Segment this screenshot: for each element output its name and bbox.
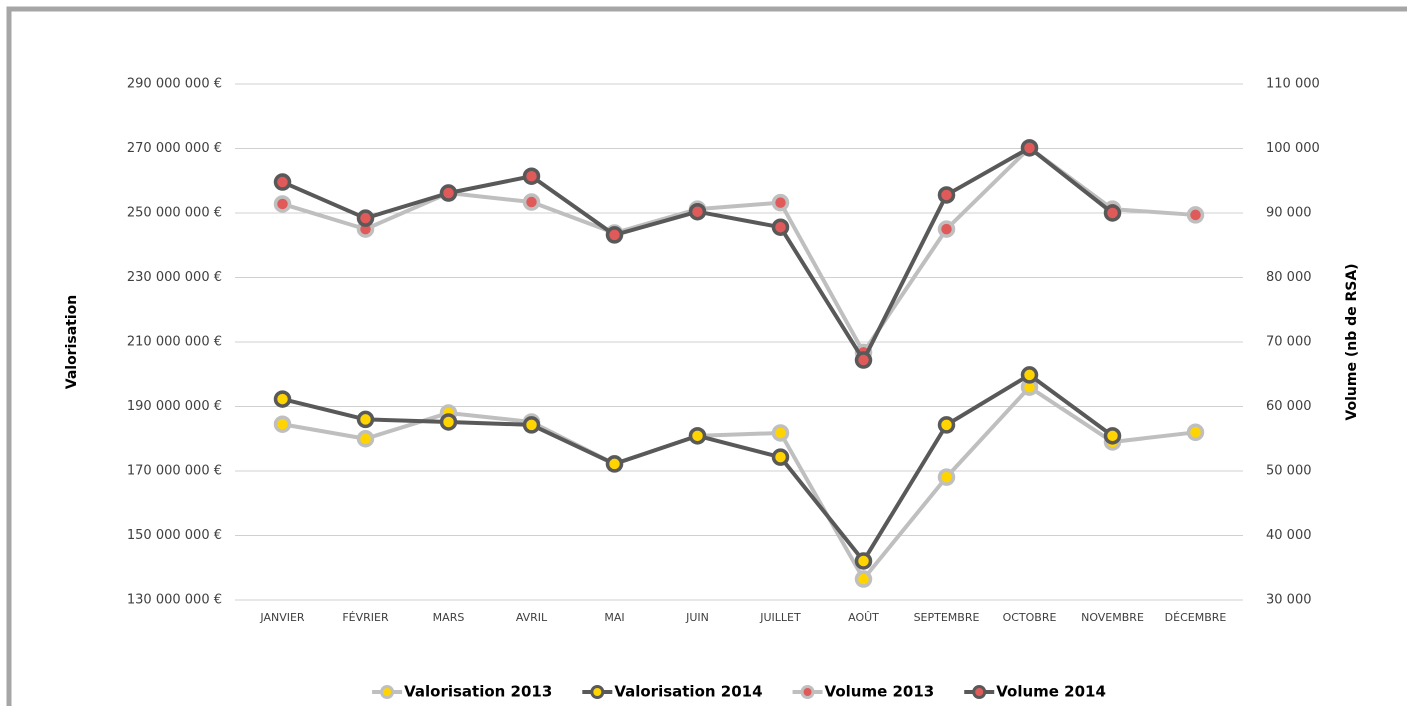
point-marker [854, 552, 873, 570]
y2-tick-label: 100 000 [1266, 141, 1320, 156]
frame [6, 6, 1407, 706]
point-marker [1186, 206, 1205, 224]
y2-tick-label: 90 000 [1266, 206, 1312, 221]
point-marker [273, 173, 292, 191]
point-marker [771, 448, 790, 466]
x-tick-label: AOÛT [848, 611, 879, 624]
point-marker [356, 410, 375, 429]
point-marker [937, 220, 956, 238]
point-marker [273, 415, 292, 433]
point-marker [937, 468, 956, 486]
point-marker [605, 455, 624, 473]
x-tick-label: MAI [604, 611, 624, 624]
point-marker [771, 424, 790, 442]
y2-tick-label: 60 000 [1266, 399, 1312, 414]
point-marker [1020, 139, 1039, 157]
series-line [281, 145, 1114, 363]
point-marker [356, 430, 375, 448]
point-marker [273, 390, 292, 408]
legend-label: Volume 2014 [996, 683, 1106, 701]
x-tick-label: JUIN [685, 611, 709, 624]
x-tick-label: DÉCEMBRE [1165, 611, 1227, 624]
point-marker [854, 570, 873, 588]
x-tick-label: OCTOBRE [1003, 611, 1057, 624]
x-tick-label: MARS [433, 611, 465, 624]
x-tick-label: FÉVRIER [342, 611, 389, 624]
point-marker [522, 416, 541, 434]
y2-tick-label: 50 000 [1266, 464, 1312, 479]
point-marker [439, 413, 458, 431]
y2-tick-label: 80 000 [1266, 270, 1312, 285]
point-marker [937, 416, 956, 434]
x-tick-label: NOVEMBRE [1081, 611, 1144, 624]
point-marker [688, 202, 707, 221]
series-line [282, 385, 1196, 582]
legend-label: Valorisation 2014 [614, 683, 762, 701]
point-marker [273, 195, 292, 213]
point-marker [771, 218, 790, 236]
point-marker [937, 186, 956, 204]
y-tick-label: 230 000 000 € [127, 270, 222, 285]
point-marker [522, 167, 541, 185]
point-marker [439, 184, 458, 202]
point-marker [854, 351, 873, 369]
y-tick-label: 190 000 000 € [127, 399, 222, 414]
legend-marker [380, 685, 395, 699]
y-tick-label: 250 000 000 € [127, 206, 222, 221]
plot-area [273, 139, 1205, 588]
legend-label: Volume 2013 [825, 683, 935, 701]
point-marker [522, 193, 541, 211]
y-tick-label: 290 000 000 € [127, 77, 222, 92]
y-tick-label: 270 000 000 € [127, 141, 222, 156]
series-line [282, 372, 1114, 563]
y-tick-label: 150 000 000 € [127, 528, 222, 543]
x-tick-label: AVRIL [516, 611, 548, 624]
point-marker [1103, 204, 1122, 222]
y-tick-label: 210 000 000 € [127, 335, 222, 350]
legend-marker [800, 685, 815, 699]
legend-marker [972, 685, 987, 699]
y-tick-label: 130 000 000 € [127, 593, 222, 608]
y2-axis-title: Volume (nb de RSA) [1344, 263, 1360, 420]
series-line [281, 145, 1196, 355]
legend: Valorisation 2013 Valorisation 2014 Volume… [372, 683, 1106, 701]
point-marker [1186, 423, 1205, 442]
point-marker [605, 226, 624, 244]
point-marker [688, 427, 707, 445]
x-tick-label: JANVIER [259, 611, 305, 624]
x-tick-label: JUILLET [759, 611, 801, 624]
y-tick-label: 170 000 000 € [127, 464, 222, 479]
point-marker [771, 193, 790, 212]
legend-label: Valorisation 2013 [404, 683, 552, 701]
y-axis-title: Valorisation [64, 295, 80, 390]
point-marker [1020, 366, 1039, 384]
y2-tick-label: 110 000 [1266, 77, 1320, 92]
x-tick-label: SEPTEMBRE [914, 611, 980, 624]
point-marker [356, 209, 375, 227]
y2-tick-label: 70 000 [1266, 335, 1312, 350]
point-marker [1103, 427, 1122, 445]
y2-tick-label: 30 000 [1266, 593, 1312, 608]
y2-tick-label: 40 000 [1266, 528, 1312, 543]
legend-marker [590, 685, 605, 699]
